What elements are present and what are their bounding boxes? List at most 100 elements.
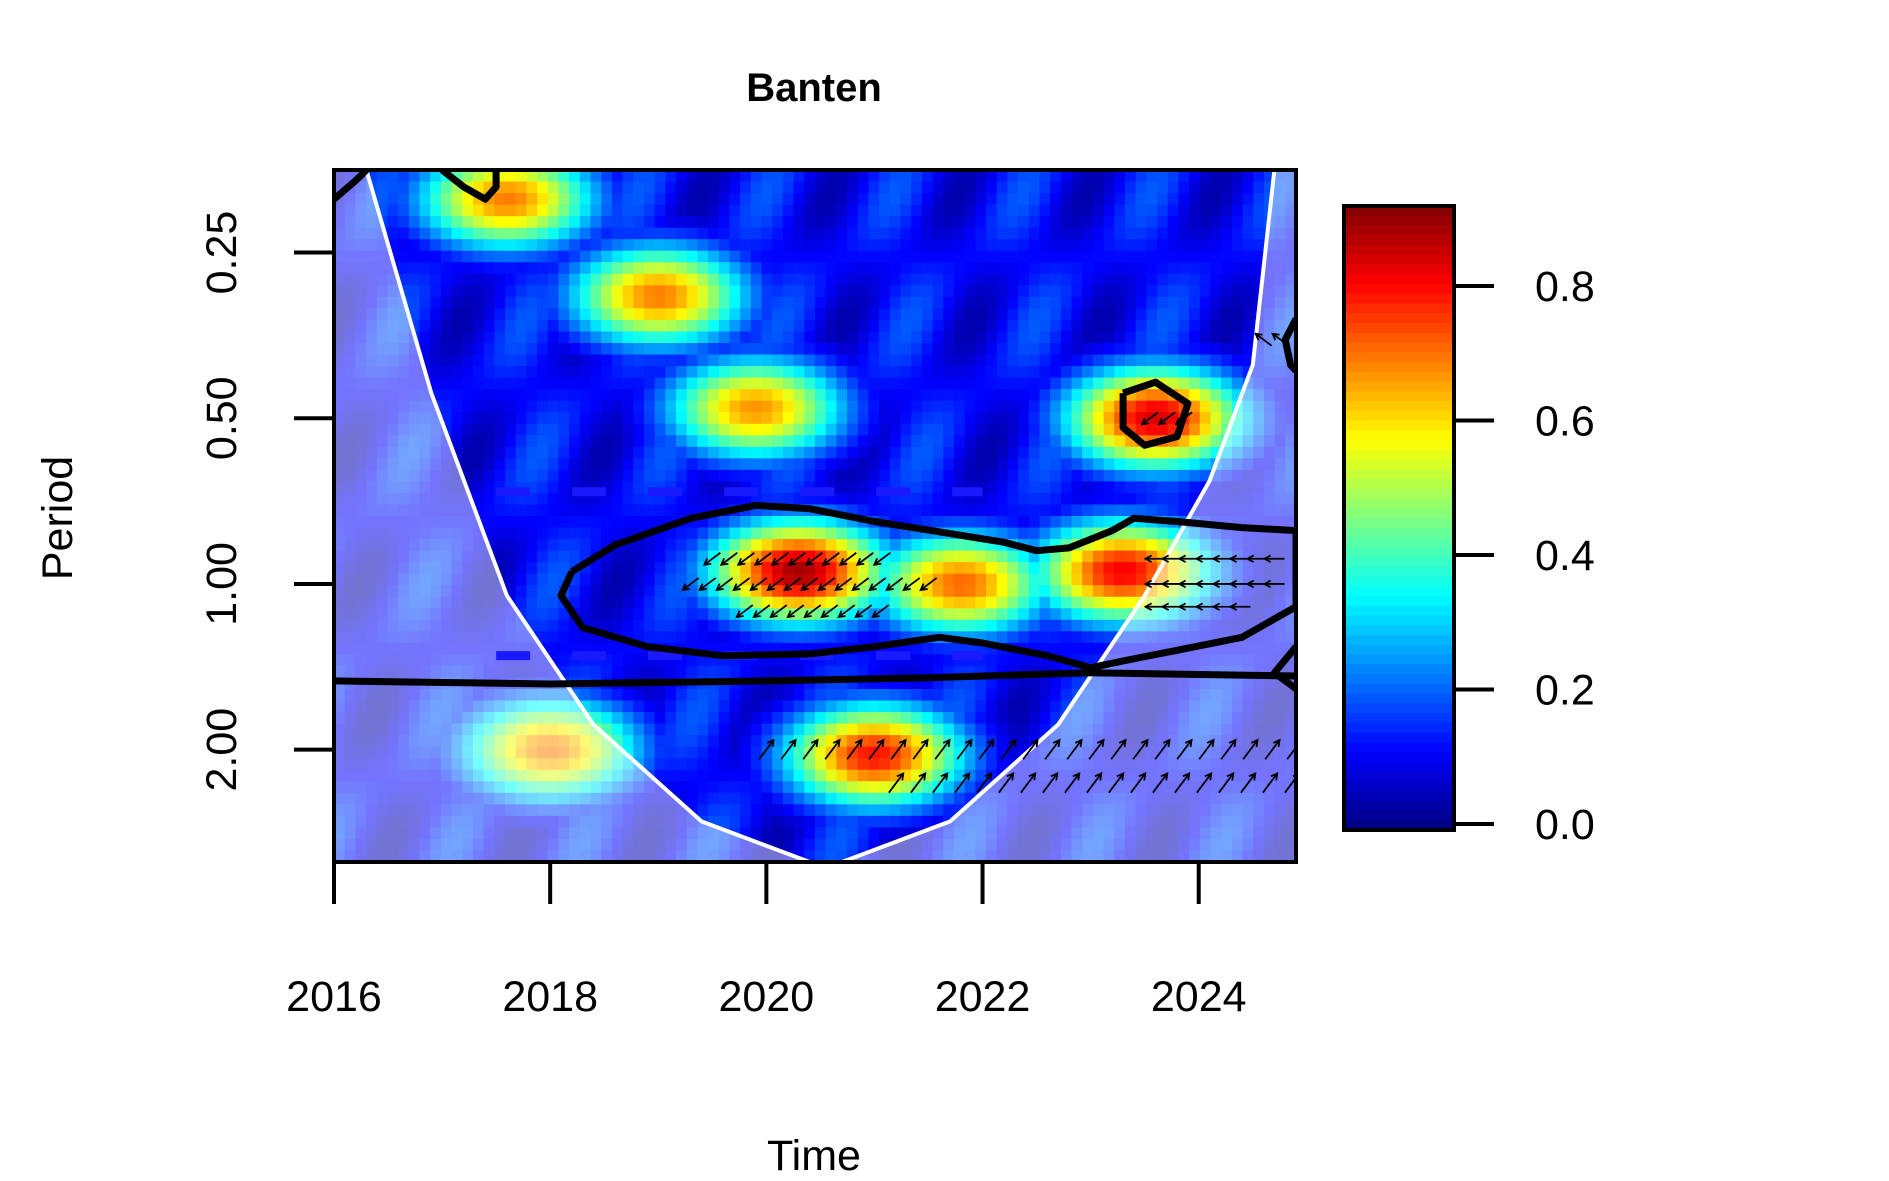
- heatmap-cell: [1135, 689, 1147, 702]
- heatmap-cell: [772, 815, 784, 828]
- heatmap-cell: [558, 458, 570, 471]
- heatmap-cell: [1114, 712, 1126, 725]
- heatmap-cell: [815, 746, 827, 759]
- heatmap-cell: [1071, 412, 1083, 425]
- heatmap-cell: [761, 573, 773, 586]
- heatmap-cell: [1189, 735, 1201, 748]
- heatmap-cell: [697, 296, 709, 309]
- heatmap-cell: [772, 781, 784, 794]
- heatmap-cell: [505, 712, 517, 725]
- heatmap-cell: [665, 193, 677, 206]
- heatmap-cell: [569, 343, 581, 356]
- heatmap-cell: [451, 273, 463, 286]
- heatmap-cell: [1071, 608, 1083, 621]
- heatmap-cell: [1189, 608, 1201, 621]
- heatmap-cell: [1157, 239, 1169, 252]
- heatmap-cell: [590, 458, 602, 471]
- heatmap-cell: [932, 665, 944, 679]
- heatmap-cell: [1167, 527, 1180, 540]
- heatmap-cell: [782, 665, 795, 679]
- heatmap-cell: [996, 377, 1008, 390]
- heatmap-cell: [1178, 366, 1190, 379]
- heatmap-cell: [408, 838, 421, 852]
- heatmap-cell: [943, 423, 955, 436]
- heatmap-cell: [1114, 435, 1126, 448]
- heatmap-cell: [697, 458, 709, 471]
- heatmap-cell: [975, 619, 987, 632]
- heatmap-cell: [943, 838, 955, 852]
- heatmap-cell: [740, 435, 752, 448]
- heatmap-cell: [782, 181, 795, 194]
- heatmap-cell: [451, 204, 463, 217]
- heatmap-cell: [569, 827, 581, 840]
- heatmap-cell: [804, 193, 816, 206]
- heatmap-cell: [665, 458, 677, 471]
- heatmap-cell: [740, 850, 752, 862]
- heatmap-cell: [387, 319, 399, 333]
- heatmap-cell: [911, 458, 923, 471]
- heatmap-cell: [847, 550, 859, 563]
- heatmap-cell: [836, 435, 848, 448]
- heatmap-cell: [1050, 642, 1062, 655]
- heatmap-cell: [1124, 481, 1137, 494]
- heatmap-cell: [398, 608, 410, 621]
- heatmap-cell: [472, 758, 485, 771]
- heatmap-cell: [1071, 458, 1083, 471]
- heatmap-cell: [1167, 758, 1180, 771]
- heatmap-cell: [408, 170, 421, 183]
- heatmap-cell: [1157, 308, 1169, 321]
- heatmap-cell: [804, 435, 816, 448]
- heatmap-cell: [697, 170, 709, 183]
- heatmap-cell: [472, 654, 485, 667]
- heatmap-cell: [590, 331, 602, 344]
- heatmap-cell: [494, 654, 506, 667]
- heatmap-cell: [932, 366, 944, 379]
- heatmap-cell: [911, 308, 923, 321]
- heatmap-cell: [440, 308, 453, 321]
- heatmap-cell: [836, 654, 848, 667]
- heatmap-cell: [590, 469, 602, 482]
- heatmap-cell: [932, 492, 944, 506]
- heatmap-cell: [633, 689, 645, 702]
- heatmap-cell: [547, 642, 560, 655]
- heatmap-cell: [793, 331, 805, 344]
- heatmap-cell: [1124, 319, 1137, 333]
- heatmap-cell: [782, 331, 795, 344]
- heatmap-cell: [611, 550, 624, 563]
- heatmap-cell: [1018, 827, 1030, 840]
- heatmap-cell: [334, 469, 346, 482]
- heatmap-cell: [611, 735, 624, 748]
- heatmap-cell: [505, 262, 517, 275]
- heatmap-cell: [1124, 412, 1137, 425]
- heatmap-cell: [729, 781, 741, 794]
- heatmap-cell: [451, 550, 463, 563]
- heatmap-cell: [1199, 804, 1212, 817]
- heatmap-cell: [729, 689, 741, 702]
- heatmap-cell: [398, 446, 410, 459]
- heatmap-cell: [986, 850, 998, 862]
- heatmap-cell: [1039, 239, 1051, 252]
- heatmap-cell: [472, 573, 485, 586]
- heatmap-cell: [1050, 458, 1062, 471]
- heatmap-cell: [911, 562, 923, 575]
- heatmap-cell: [1039, 677, 1051, 690]
- heatmap-cell: [964, 781, 976, 794]
- heatmap-cell: [376, 400, 389, 413]
- heatmap-cell: [1050, 573, 1062, 586]
- heatmap-cell: [708, 400, 720, 413]
- heatmap-cell: [868, 446, 880, 459]
- heatmap-cell: [440, 585, 453, 598]
- heatmap-cell: [889, 181, 902, 194]
- heatmap-cell: [686, 700, 699, 713]
- heatmap-cell: [1007, 423, 1019, 436]
- heatmap-cell: [526, 700, 538, 713]
- heatmap-cell: [611, 400, 624, 413]
- heatmap-cell: [1028, 539, 1041, 552]
- heatmap-cell: [462, 838, 474, 852]
- heatmap-cell: [1221, 227, 1233, 240]
- heatmap-cell: [1199, 838, 1212, 852]
- heatmap-cell: [793, 516, 805, 529]
- heatmap-cell: [440, 193, 453, 206]
- heatmap-cell: [355, 227, 367, 240]
- heatmap-cell: [526, 619, 538, 632]
